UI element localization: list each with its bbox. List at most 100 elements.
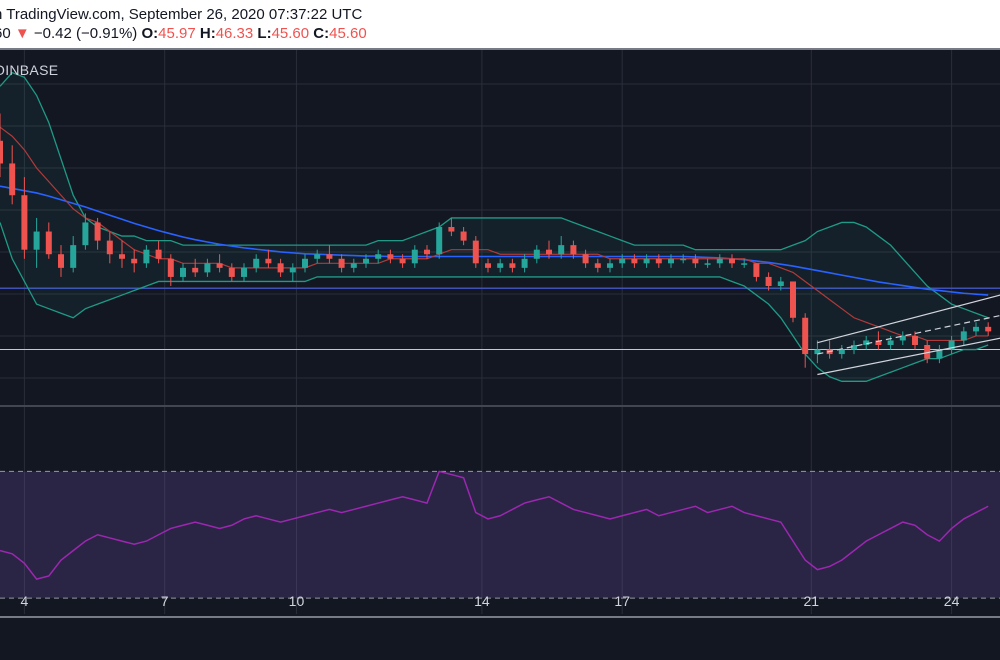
candle-body	[960, 331, 967, 341]
candle-1	[9, 145, 16, 205]
candle-body	[143, 249, 150, 264]
candle-48	[582, 249, 589, 268]
candle-0	[0, 113, 3, 178]
candle-body	[94, 222, 101, 241]
close-value: 45.60	[329, 25, 367, 42]
candle-39	[472, 236, 479, 268]
candle-body	[265, 258, 272, 264]
candle-55	[668, 254, 674, 268]
candle-body	[497, 263, 504, 268]
candle-body	[167, 258, 174, 277]
candle-body	[875, 340, 882, 345]
candle-40	[485, 258, 491, 273]
candle-body	[45, 231, 52, 255]
candle-70	[851, 340, 857, 355]
horizontal-levels	[0, 287, 1000, 351]
x-tick-label: 4	[21, 593, 29, 609]
candle-body	[82, 222, 89, 246]
candle-15	[180, 263, 186, 282]
candle-body	[241, 267, 247, 277]
candle-body	[485, 263, 491, 268]
candle-body	[851, 345, 857, 350]
candle-8	[94, 217, 101, 250]
candle-body	[119, 254, 125, 259]
x-tick-label: 17	[614, 593, 630, 609]
candle-14	[167, 254, 174, 286]
candle-body	[424, 249, 430, 255]
candle-33	[399, 254, 406, 268]
grid-lines	[0, 50, 1000, 614]
high-value: 46.33	[215, 25, 254, 42]
candle-body	[936, 349, 943, 359]
candle-76	[924, 340, 931, 364]
moving-averages	[0, 126, 989, 342]
candle-62	[753, 263, 760, 282]
chart-source-title: n TradingView.com, September 26, 2020 07…	[0, 6, 363, 23]
candle-67	[814, 340, 821, 364]
trend-channel	[817, 294, 1000, 376]
candle-body	[0, 140, 3, 164]
candle-80	[973, 322, 979, 336]
candle-43	[521, 254, 528, 273]
candle-body	[302, 258, 308, 268]
candle-body	[631, 258, 638, 264]
bollinger-bands	[0, 71, 989, 382]
channel-upper	[817, 294, 1000, 344]
candle-35	[424, 245, 430, 259]
candle-body	[948, 340, 955, 350]
bollinger-upper	[0, 71, 989, 319]
candle-18	[216, 254, 223, 273]
candle-78	[948, 335, 955, 355]
candle-79	[960, 326, 967, 345]
candle-body	[411, 249, 418, 264]
candle-body	[619, 258, 626, 264]
candle-body	[448, 227, 455, 232]
candle-body	[741, 263, 748, 265]
candle-75	[912, 331, 918, 350]
candle-36	[436, 222, 443, 259]
x-tick-label: 21	[804, 593, 820, 609]
candle-65	[790, 281, 796, 323]
candlesticks	[0, 113, 992, 368]
open-label: O:	[141, 25, 159, 42]
x-tick-label: 7	[161, 593, 169, 609]
candle-20	[241, 263, 247, 282]
rsi-indicator	[0, 470, 989, 580]
low-label: L:	[257, 25, 272, 42]
header-divider	[0, 48, 1000, 50]
candle-2	[21, 177, 28, 259]
candle-body	[924, 345, 931, 359]
candle-58	[704, 258, 711, 268]
candle-body	[106, 240, 113, 255]
x-tick-label: 10	[289, 593, 305, 609]
candle-59	[716, 254, 723, 268]
candle-21	[253, 254, 260, 273]
candle-body	[326, 254, 333, 259]
candle-body	[643, 258, 650, 264]
candle-body	[546, 249, 552, 255]
candle-body	[692, 258, 699, 264]
candle-body	[899, 335, 906, 341]
channel-lower	[817, 337, 1000, 376]
candle-25	[302, 254, 308, 273]
candle-32	[387, 249, 394, 264]
candle-34	[411, 245, 418, 268]
candle-23	[277, 258, 284, 277]
candle-50	[607, 258, 613, 273]
candle-body	[887, 340, 894, 345]
candle-56	[680, 254, 687, 264]
candle-29	[350, 258, 357, 273]
candle-13	[155, 240, 162, 264]
channel-mid	[817, 314, 1000, 355]
x-axis-ticks: 4 7 10 14 17 21 24	[21, 593, 960, 609]
candle-body	[192, 267, 199, 273]
candle-body	[716, 258, 723, 264]
candle-body	[314, 254, 321, 259]
candle-body	[594, 263, 601, 268]
candle-66	[802, 313, 809, 368]
candle-81	[985, 322, 992, 336]
x-tick-label: 24	[944, 593, 960, 609]
candle-body	[985, 326, 992, 332]
candle-body	[253, 258, 260, 268]
